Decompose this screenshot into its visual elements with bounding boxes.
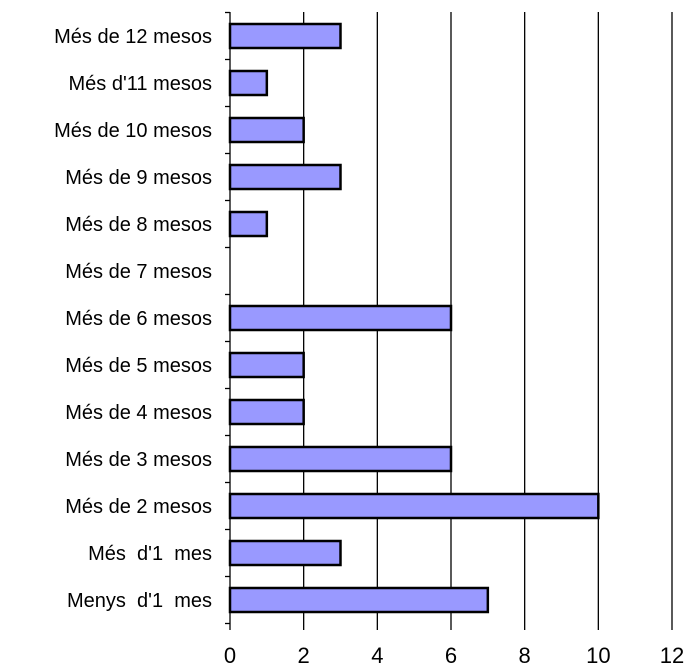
x-tick-label: 0 [224, 643, 236, 668]
x-tick-label: 2 [298, 643, 310, 668]
bar-2 [228, 116, 305, 144]
category-label: Més de 10 mesos [54, 120, 212, 142]
x-tick-label: 4 [371, 643, 383, 668]
category-label: Més d'1 mes [88, 543, 212, 565]
category-label: Més de 7 mesos [65, 261, 212, 283]
x-tick-labels: 0 2 4 6 8 10 12 [224, 643, 684, 668]
bar-8 [228, 398, 305, 426]
category-label: Més d'11 mesos [68, 73, 212, 95]
bar-7 [228, 351, 305, 379]
bar-3 [228, 163, 342, 191]
category-label: Més de 8 mesos [65, 214, 212, 236]
bars [228, 22, 600, 614]
bar-12 [228, 586, 490, 614]
bar-4 [228, 210, 269, 238]
category-label: Més de 3 mesos [65, 449, 212, 471]
x-tick-label: 6 [445, 643, 457, 668]
category-label: Més de 9 mesos [65, 167, 212, 189]
bar-9 [228, 445, 453, 473]
bar-0 [228, 22, 342, 50]
bar-10 [228, 492, 600, 520]
category-label: Més de 2 mesos [65, 496, 212, 518]
category-label: Més de 4 mesos [65, 402, 212, 424]
x-tick-label: 8 [519, 643, 531, 668]
category-labels: Més de 12 mesos Més d'11 mesos Més de 10 m… [54, 26, 212, 612]
category-label: Més de 6 mesos [65, 308, 212, 330]
x-tick-label: 10 [586, 643, 610, 668]
x-tick-label: 12 [660, 643, 684, 668]
category-label: Més de 12 mesos [54, 26, 212, 48]
bar-6 [228, 304, 453, 332]
bar-1 [228, 69, 269, 97]
bar-11 [228, 539, 342, 567]
category-label: Més de 5 mesos [65, 355, 212, 377]
category-label: Menys d'1 mes [67, 590, 212, 612]
